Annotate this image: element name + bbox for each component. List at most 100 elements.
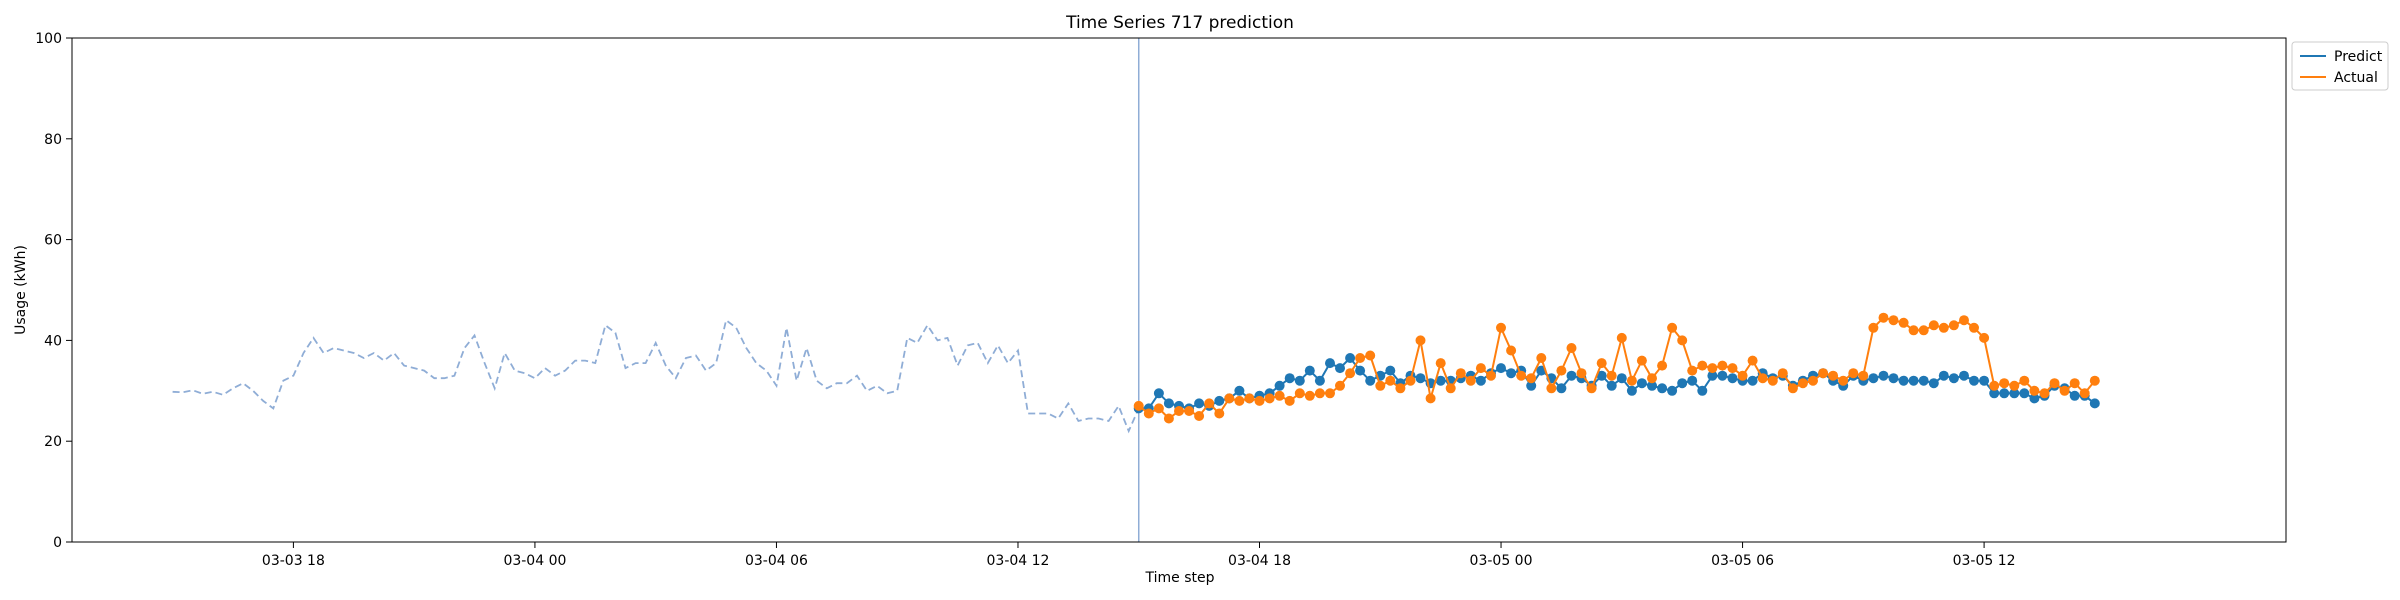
y-tick-label: 100: [35, 31, 62, 47]
actual-point: [1677, 335, 1688, 346]
x-tick-label: 03-04 06: [745, 553, 808, 569]
predict-point: [1999, 388, 2010, 399]
predict-point: [1606, 380, 1617, 391]
actual-point: [1355, 353, 1366, 363]
predict-point: [1314, 375, 1325, 386]
actual-point: [1838, 375, 1849, 386]
actual-point: [1214, 408, 1225, 419]
actual-point: [1747, 355, 1758, 366]
predict-point: [1959, 370, 1969, 381]
predict-point: [1385, 365, 1396, 376]
predict-point: [1868, 373, 1879, 384]
actual-point: [1516, 370, 1527, 381]
actual-point: [2039, 388, 2050, 399]
actual-point: [1606, 370, 1617, 381]
x-tick-label: 03-03 18: [262, 553, 325, 569]
x-tick-label: 03-04 00: [503, 553, 566, 569]
legend-label-predict: Predict: [2334, 49, 2383, 65]
actual-point: [1858, 370, 1869, 381]
predict-point: [1304, 365, 1315, 376]
predict-point: [1435, 375, 1446, 386]
actual-point: [1465, 375, 1476, 386]
predict-point: [1989, 388, 2000, 399]
actual-point: [1163, 413, 1174, 424]
actual-point: [1969, 322, 1979, 333]
predict-point: [1325, 358, 1335, 369]
actual-point: [1475, 363, 1486, 374]
actual-point: [1667, 322, 1678, 333]
actual-point: [1808, 375, 1818, 386]
predict-point: [1928, 378, 1939, 389]
predict-point: [1415, 373, 1426, 384]
actual-point: [1767, 375, 1778, 386]
actual-point: [1797, 378, 1808, 389]
actual-point: [1546, 383, 1557, 394]
actual-point: [1928, 320, 1939, 331]
actual-line: [1138, 316, 2096, 420]
y-axis-title: Usage (kWh): [13, 245, 29, 335]
actual-point: [1496, 322, 1506, 333]
predict-point: [1747, 375, 1758, 386]
predict-point: [1908, 375, 1919, 386]
predict-point: [1596, 370, 1607, 381]
actual-point: [1143, 408, 1154, 419]
actual-point: [1375, 380, 1386, 391]
actual-point: [1576, 368, 1587, 379]
actual-point: [1948, 320, 1959, 331]
predict-point: [1677, 378, 1688, 389]
y-tick-label: 40: [44, 333, 62, 349]
actual-point: [1526, 373, 1537, 384]
actual-point: [1234, 395, 1245, 406]
actual-point: [1636, 355, 1647, 366]
predict-point: [1163, 398, 1174, 409]
actual-point: [2009, 380, 2020, 391]
actual-point: [1717, 360, 1728, 371]
predict-point: [1234, 385, 1245, 396]
predict-point: [1667, 385, 1678, 396]
predict-point: [1566, 370, 1577, 381]
actual-point: [1254, 395, 1265, 406]
actual-point: [1727, 363, 1738, 374]
predict-point: [2089, 398, 2100, 409]
actual-point: [1174, 406, 1184, 416]
actual-point: [1657, 360, 1668, 371]
actual-point: [1133, 400, 1144, 411]
predict-point: [1888, 373, 1899, 384]
actual-point: [1818, 368, 1829, 379]
actual-point: [2019, 375, 2030, 386]
predict-point: [2069, 390, 2080, 401]
predict-point: [1647, 380, 1657, 391]
predict-point: [1626, 385, 1637, 396]
actual-point: [1989, 380, 2000, 391]
actual-point: [2069, 378, 2080, 389]
actual-point: [1425, 393, 1436, 404]
predict-point: [2029, 393, 2040, 404]
actual-point: [1455, 368, 1466, 379]
chart-title: Time Series 717 prediction: [1065, 13, 1294, 33]
actual-point: [1435, 358, 1446, 369]
predict-point: [1556, 383, 1567, 394]
x-tick-label: 03-05 00: [1470, 553, 1533, 569]
actual-point: [1999, 378, 2010, 389]
legend: Predict Actual: [2291, 41, 2389, 91]
actual-point: [1506, 345, 1517, 356]
actual-point: [2029, 385, 2040, 396]
actual-point: [1274, 390, 1285, 401]
predict-point: [1717, 370, 1728, 381]
actual-point: [1264, 393, 1275, 404]
predict-point: [1878, 370, 1889, 381]
y-tick-label: 0: [53, 535, 62, 551]
predict-point: [2019, 388, 2030, 399]
history-line: [172, 318, 1140, 434]
predict-point: [1969, 375, 1979, 386]
actual-point: [1908, 325, 1919, 336]
actual-point: [1787, 383, 1798, 394]
actual-point: [1153, 403, 1164, 414]
actual-point: [1335, 380, 1345, 391]
predict-point: [1687, 375, 1698, 386]
actual-point: [2089, 375, 2100, 386]
plot-area: [172, 38, 2100, 542]
predict-point: [1898, 375, 1909, 386]
actual-point: [1224, 393, 1235, 404]
